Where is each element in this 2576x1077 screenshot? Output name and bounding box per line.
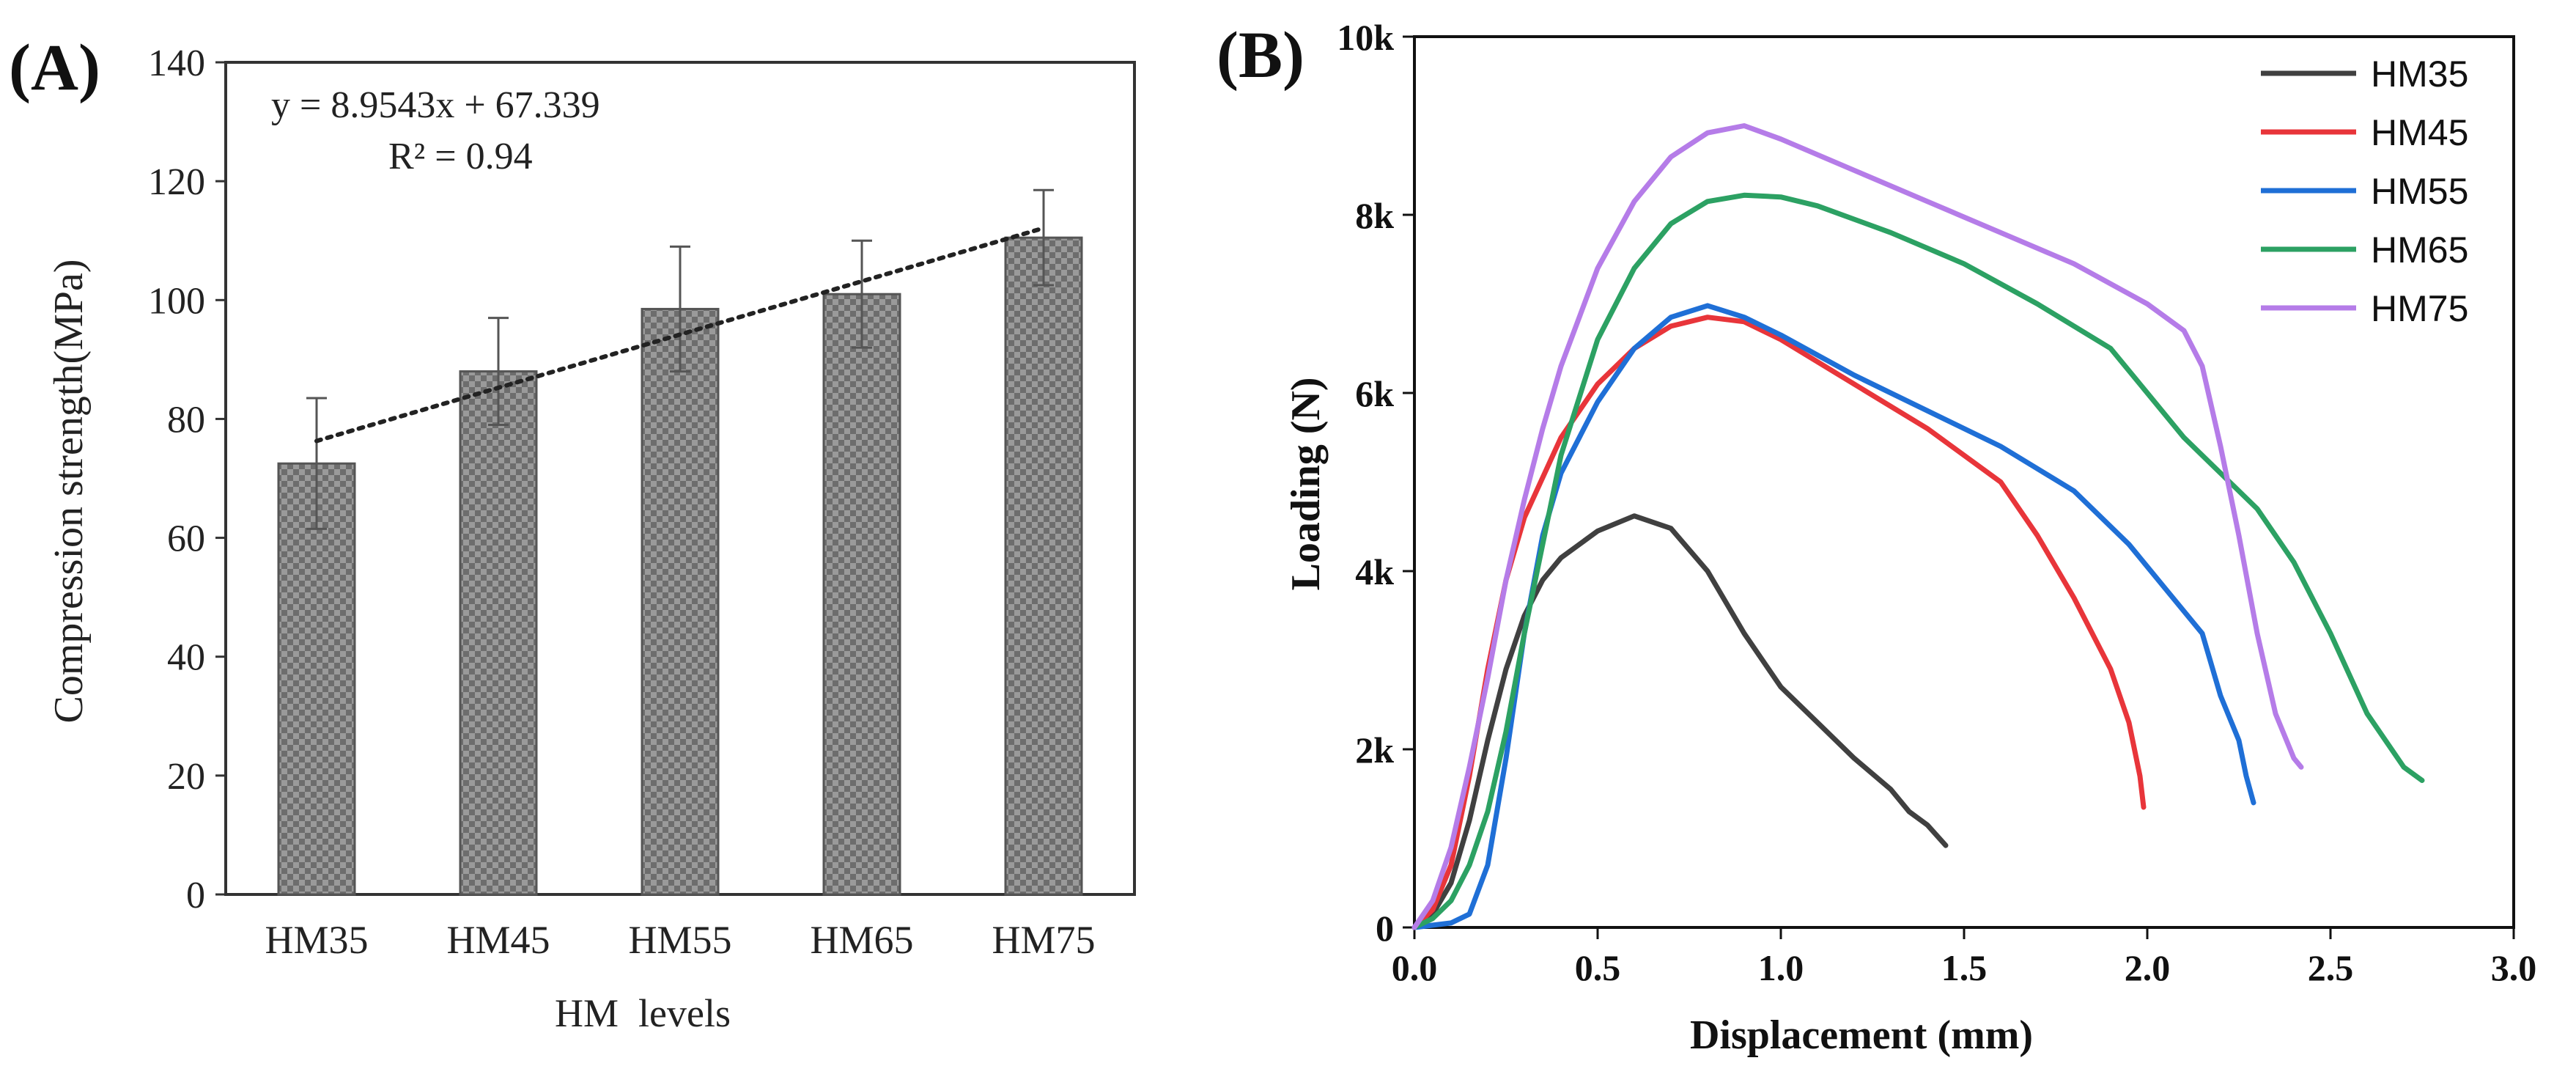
- panel-a-y-tick-label: 20: [167, 756, 205, 798]
- panel-a-y-tick-label: 80: [167, 399, 205, 441]
- series-line-HM75: [1411, 123, 2304, 930]
- panel-a-x-tick-label: HM65: [810, 918, 913, 962]
- legend-label-HM35: HM35: [2371, 54, 2468, 95]
- panel-a-x-axis-title: HM levels: [555, 991, 731, 1035]
- series-line-HM55: [1411, 303, 2256, 930]
- panel-b-y-tick-label: 2k: [1355, 729, 1394, 771]
- series-line-HM65: [1411, 192, 2425, 930]
- panel-b-x-tick-label: 0.0: [1392, 947, 1438, 988]
- legend-label-HM55: HM55: [2371, 171, 2468, 212]
- panel-a-y-axis-title: Compression strength(MPa): [46, 259, 92, 723]
- legend-label-HM45: HM45: [2371, 112, 2468, 153]
- bar-HM75: [1004, 236, 1083, 896]
- panel-b-x-tick-label: 3.0: [2491, 947, 2537, 988]
- panel-b-plot-frame: [1413, 35, 2515, 929]
- trendline: [314, 226, 1046, 444]
- panel-a-y-tick-label: 120: [148, 161, 205, 203]
- panel-b-x-tick-label: 2.5: [2308, 947, 2354, 988]
- panel-b-y-tick-label: 6k: [1355, 373, 1394, 414]
- bar-HM55: [641, 307, 720, 896]
- panel-a-x-tick-label: HM35: [265, 918, 368, 962]
- panel-b-y-tick-label: 10k: [1337, 17, 1394, 58]
- panel-b-label: (B): [1217, 19, 1304, 92]
- panel-b-y-tick-label: 8k: [1355, 195, 1394, 236]
- panel-a-y-tick-label: 140: [148, 43, 205, 84]
- trendline-equation: y = 8.9543x + 67.339: [271, 84, 600, 126]
- panel-b-x-tick-label: 2.0: [2125, 947, 2171, 988]
- trendline-r-squared: R² = 0.94: [388, 136, 533, 177]
- panel-a-label: (A): [9, 32, 100, 104]
- panel-b-y-axis-title: Loading (N): [1283, 378, 1329, 591]
- bar-HM65: [822, 293, 901, 896]
- panel-b-x-axis-title: Displacement (mm): [1690, 1012, 2033, 1058]
- legend-label-HM65: HM65: [2371, 229, 2468, 271]
- legend-label-HM75: HM75: [2371, 288, 2468, 329]
- panel-a-x-tick-label: HM55: [628, 918, 731, 962]
- panel-a-x-tick-label: HM75: [992, 918, 1095, 962]
- panel-b-y-tick-label: 4k: [1355, 551, 1394, 592]
- panel-a-y-tick-label: 40: [167, 637, 205, 679]
- panel-a-y-tick-label: 100: [148, 280, 205, 322]
- bar-HM35: [277, 462, 356, 896]
- panel-b-chart: (B) Loading (N) Displacement (mm) 0 2k 4k 6…: [1217, 17, 2536, 1058]
- panel-b-y-tick-label: 0: [1376, 908, 1394, 949]
- series-line-HM35: [1411, 513, 1949, 930]
- panel-b-x-tick-label: 0.5: [1575, 947, 1621, 988]
- panel-a-chart: (A) Compression strength(MPa) HM levels …: [9, 32, 1136, 1035]
- bar-HM45: [459, 370, 538, 896]
- panel-a-x-tick-label: HM45: [446, 918, 550, 962]
- panel-a-y-tick-label: 60: [167, 518, 205, 560]
- panel-a-y-tick-label: 0: [186, 875, 205, 916]
- panel-b-x-tick-label: 1.0: [1758, 947, 1804, 988]
- panel-b-x-tick-label: 1.5: [1941, 947, 1988, 988]
